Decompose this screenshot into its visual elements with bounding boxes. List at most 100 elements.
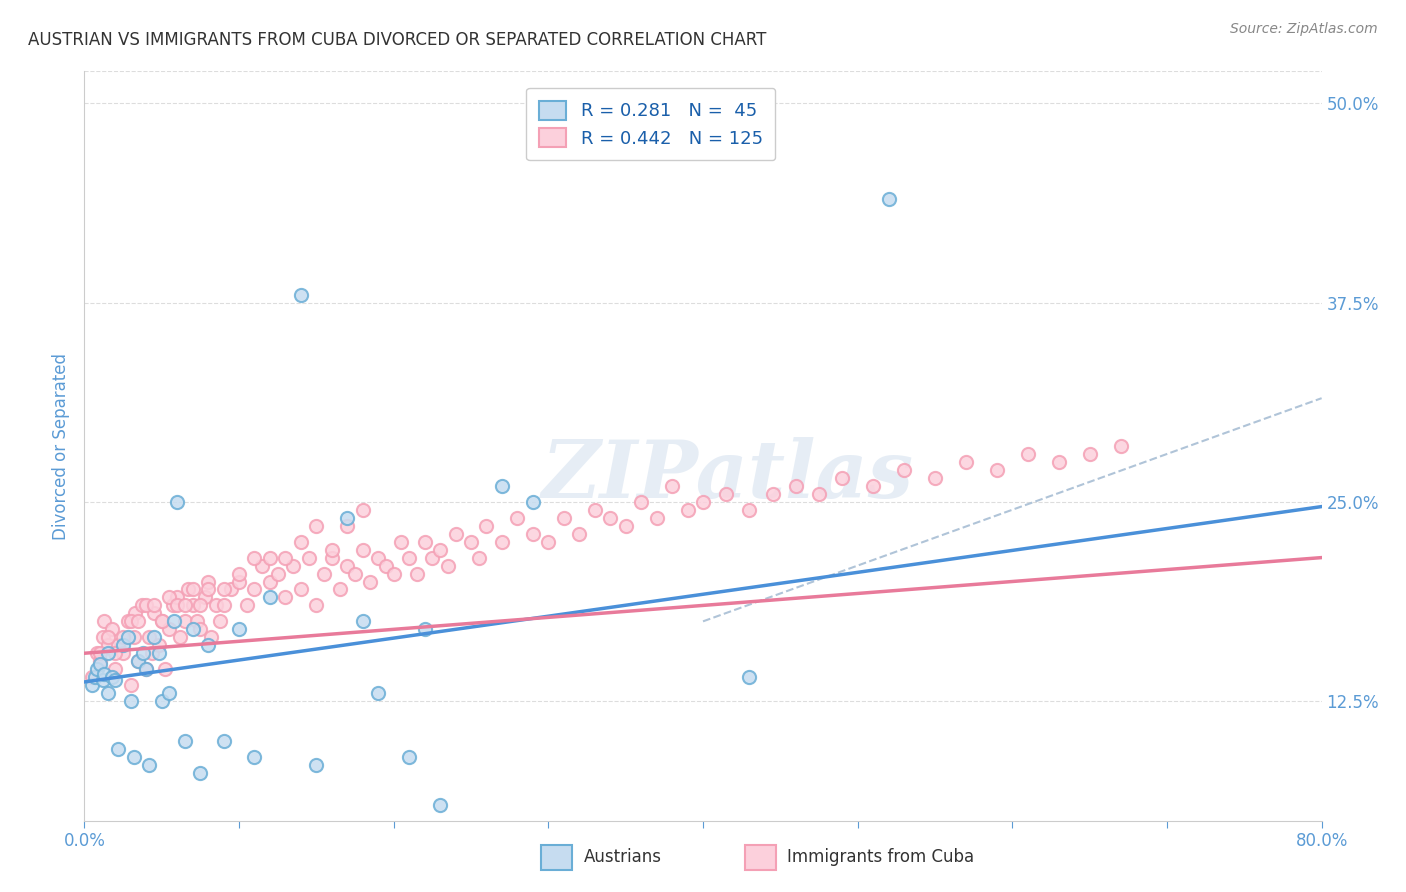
Point [82, 678, 104, 692]
Point [305, 518, 328, 533]
Point [807, 487, 830, 501]
Point [924, 471, 946, 485]
Point [367, 686, 389, 700]
Point [86, 646, 108, 660]
Point [762, 487, 785, 501]
Point [150, 615, 173, 629]
Point [785, 479, 807, 493]
Point [290, 534, 312, 549]
Point [312, 566, 335, 581]
Text: Immigrants from Cuba: Immigrants from Cuba [787, 848, 974, 866]
Point [290, 287, 312, 301]
Point [188, 623, 211, 637]
Point [599, 510, 621, 524]
Point [661, 479, 683, 493]
Point [143, 607, 166, 621]
Point [413, 623, 436, 637]
Point [955, 455, 977, 469]
Point [143, 630, 166, 644]
Point [336, 518, 359, 533]
Point [89, 646, 111, 660]
Text: Source: ZipAtlas.com: Source: ZipAtlas.com [1230, 22, 1378, 37]
Point [96, 638, 118, 652]
Text: ZIPatlas: ZIPatlas [541, 437, 914, 515]
Point [506, 510, 529, 524]
Point [1109, 439, 1132, 453]
Point [692, 495, 714, 509]
Point [676, 502, 699, 516]
Point [343, 566, 366, 581]
Point [120, 678, 142, 692]
Point [352, 502, 374, 516]
Point [405, 566, 427, 581]
Point [124, 607, 146, 621]
Point [305, 599, 328, 613]
Point [107, 638, 129, 652]
Point [831, 471, 853, 485]
Point [117, 615, 139, 629]
Point [104, 646, 127, 660]
Point [150, 694, 173, 708]
Point [127, 654, 149, 668]
Text: Austrians: Austrians [583, 848, 661, 866]
Point [188, 765, 211, 780]
Point [181, 582, 204, 597]
Point [89, 654, 111, 668]
Point [382, 566, 405, 581]
Point [188, 599, 211, 613]
Point [205, 599, 228, 613]
Point [714, 487, 737, 501]
Point [583, 502, 606, 516]
Point [159, 686, 180, 700]
Point [422, 550, 444, 565]
Point [96, 686, 118, 700]
Point [166, 599, 188, 613]
Point [120, 694, 142, 708]
Point [148, 646, 170, 660]
Point [101, 623, 124, 637]
Point [166, 495, 188, 509]
Point [181, 623, 204, 637]
Text: AUSTRIAN VS IMMIGRANTS FROM CUBA DIVORCED OR SEPARATED CORRELATION CHART: AUSTRIAN VS IMMIGRANTS FROM CUBA DIVORCE… [28, 31, 766, 49]
Point [429, 542, 451, 557]
Point [243, 582, 266, 597]
Point [197, 582, 219, 597]
Point [645, 510, 668, 524]
Point [568, 526, 591, 541]
Point [475, 518, 498, 533]
Point [96, 630, 118, 644]
Point [150, 615, 173, 629]
Point [1047, 455, 1070, 469]
Point [212, 599, 235, 613]
Point [117, 630, 139, 644]
Point [553, 510, 575, 524]
Point [197, 638, 219, 652]
Point [893, 463, 915, 477]
Point [120, 615, 142, 629]
Point [84, 670, 107, 684]
Point [877, 192, 900, 206]
Point [398, 550, 420, 565]
Point [738, 670, 761, 684]
Point [259, 550, 281, 565]
Point [491, 534, 513, 549]
Point [429, 797, 451, 812]
Point [460, 534, 482, 549]
Point [169, 630, 191, 644]
Point [267, 566, 290, 581]
Point [243, 750, 266, 764]
Point [259, 574, 281, 589]
Point [197, 574, 219, 589]
Point [159, 623, 180, 637]
Point [153, 662, 176, 676]
Point [862, 479, 884, 493]
Point [250, 558, 273, 573]
Point [138, 630, 160, 644]
Point [297, 550, 319, 565]
Point [135, 662, 157, 676]
Point [141, 646, 163, 660]
Legend: R = 0.281   N =  45, R = 0.442   N = 125: R = 0.281 N = 45, R = 0.442 N = 125 [526, 88, 775, 161]
Point [112, 630, 135, 644]
Point [336, 558, 359, 573]
Point [986, 463, 1008, 477]
